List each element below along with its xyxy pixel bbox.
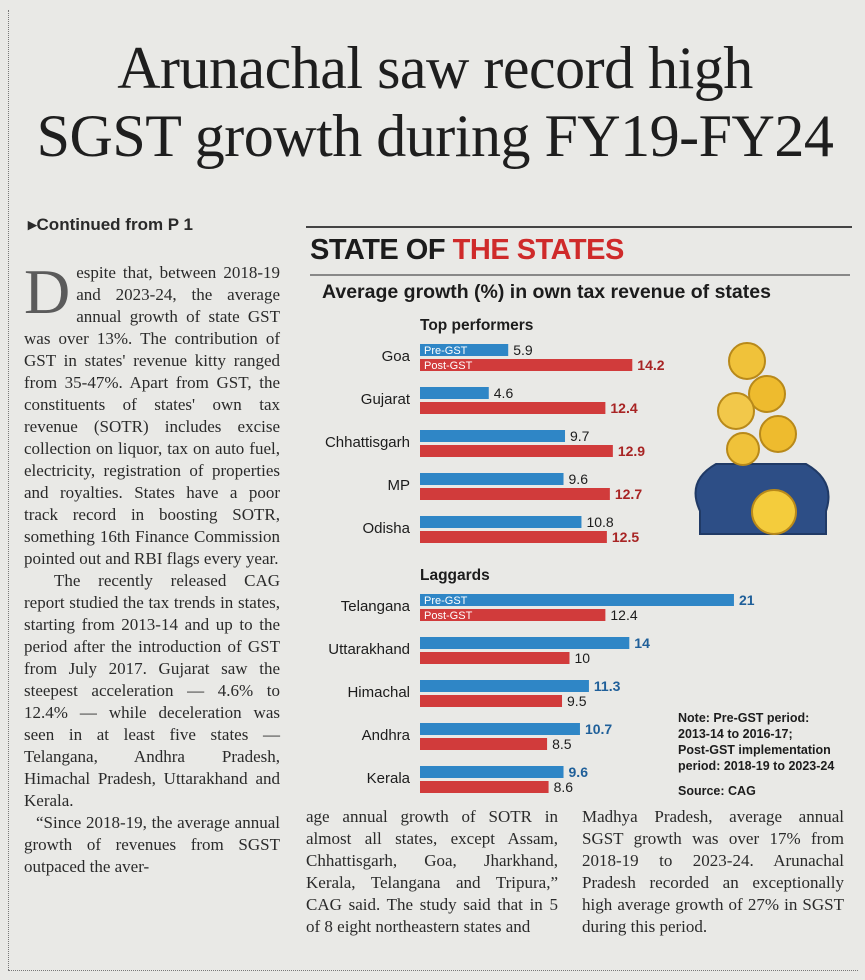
pre-gst-value-label: 10.7: [585, 721, 612, 737]
article-paragraph-3: “Since 2018-19, the average annual growt…: [24, 813, 280, 876]
pre-gst-value-label: 5.9: [513, 342, 533, 358]
coin-icon: [728, 342, 766, 380]
group-heading: Laggards: [420, 567, 490, 584]
pre-gst-bar: [420, 723, 580, 735]
article-column-1: D espite that, between 2018-19 and 2023-…: [24, 256, 280, 878]
article-column-3: Madhya Pradesh, average annual SGST grow…: [582, 807, 844, 936]
category-label: Himachal: [347, 684, 410, 701]
pre-gst-bar: [420, 766, 564, 778]
category-label: Chhattisgarh: [325, 434, 410, 451]
post-gst-value-label: 12.5: [612, 529, 639, 545]
legend-pre-gst: Pre-GST: [424, 595, 468, 607]
chart-note-line: Note: Pre-GST period:: [678, 711, 809, 725]
post-gst-value-label: 12.7: [615, 486, 642, 502]
headline-line-2: SGST growth during FY19-FY24: [36, 103, 834, 169]
continued-from-label: ▸Continued from P 1: [28, 215, 194, 234]
column-divider: [8, 10, 9, 970]
chart-note-line: 2013-14 to 2016-17;: [678, 727, 793, 741]
pre-gst-value-label: 9.6: [569, 471, 589, 487]
post-gst-value-label: 14.2: [637, 357, 664, 373]
chart-source: Source: CAG: [678, 784, 756, 798]
post-gst-bar: [420, 609, 606, 621]
article-paragraph-1: espite that, between 2018-19 and 2023-24…: [24, 263, 280, 568]
category-label: Andhra: [362, 727, 411, 744]
post-gst-value-label: 10: [575, 650, 591, 666]
post-gst-value-label: 8.6: [554, 779, 574, 795]
pre-gst-value-label: 21: [739, 592, 755, 608]
pre-gst-bar: [420, 594, 734, 606]
box-top-rule: [306, 226, 852, 228]
category-label: Telangana: [341, 598, 411, 615]
section-title-part-2: THE STATES: [452, 234, 625, 266]
infographic-box: STATE OF THE STATES: [306, 226, 852, 798]
headline-line-1: Arunachal saw record high: [117, 35, 753, 101]
post-gst-bar: [420, 781, 549, 793]
headline: Arunachal saw record high SGST growth du…: [20, 34, 850, 170]
pre-gst-value-label: 11.3: [594, 678, 621, 694]
legend-pre-gst: Pre-GST: [424, 345, 468, 357]
pre-gst-value-label: 9.7: [570, 428, 590, 444]
category-label: Gujarat: [361, 391, 411, 408]
post-gst-value-label: 12.9: [618, 443, 645, 459]
post-gst-bar: [420, 652, 570, 664]
section-title: STATE OF THE STATES: [310, 234, 624, 267]
article-paragraph-2: The recently released CAG report studied…: [24, 571, 280, 810]
pre-gst-value-label: 9.6: [569, 764, 589, 780]
coin-icon: [759, 415, 797, 453]
chart-note-line: Post-GST implementation: [678, 743, 831, 757]
category-label: Odisha: [362, 520, 410, 537]
section-title-rule: [310, 274, 850, 276]
coin-icon: [726, 432, 760, 466]
post-gst-bar: [420, 402, 606, 414]
post-gst-bar: [420, 738, 548, 750]
coin-icon: [748, 375, 786, 413]
section-title-part-1: STATE OF: [310, 234, 446, 266]
growth-bar-chart: Average growth (%) in own tax revenue of…: [322, 281, 834, 798]
post-gst-bar: [420, 488, 610, 500]
chart-title: Average growth (%) in own tax revenue of…: [322, 281, 771, 303]
rupee-coin-icon: [751, 489, 797, 535]
category-label: Uttarakhand: [328, 641, 410, 658]
category-label: MP: [388, 477, 411, 494]
pre-gst-value-label: 14: [634, 635, 650, 651]
article-column-2: age annual growth of SOTR in almost all …: [306, 807, 558, 936]
category-label: Goa: [382, 348, 411, 365]
pre-gst-bar: [420, 637, 630, 649]
post-gst-bar: [420, 531, 607, 543]
group-heading: Top performers: [420, 317, 533, 334]
bottom-divider: [8, 970, 858, 971]
post-gst-bar: [420, 359, 633, 371]
post-gst-bar: [420, 695, 563, 707]
post-gst-value-label: 9.5: [567, 693, 587, 709]
legend-post-gst: Post-GST: [424, 360, 473, 372]
money-bag-illustration: [694, 342, 830, 535]
pre-gst-value-label: 10.8: [586, 514, 613, 530]
pre-gst-bar: [420, 680, 589, 692]
post-gst-bar: [420, 445, 613, 457]
category-label: Kerala: [367, 770, 411, 787]
pre-gst-bar: [420, 387, 489, 399]
drop-cap: D: [24, 256, 71, 327]
pre-gst-bar: [420, 344, 509, 356]
pre-gst-bar: [420, 430, 566, 442]
legend-post-gst: Post-GST: [424, 610, 473, 622]
pre-gst-value-label: 4.6: [494, 385, 514, 401]
post-gst-value-label: 12.4: [610, 400, 637, 416]
pre-gst-bar: [420, 473, 564, 485]
chart-note-line: period: 2018-19 to 2023-24: [678, 759, 834, 773]
coin-icon: [717, 392, 755, 430]
post-gst-value-label: 12.4: [610, 607, 637, 623]
pre-gst-bar: [420, 516, 582, 528]
post-gst-value-label: 8.5: [552, 736, 572, 752]
